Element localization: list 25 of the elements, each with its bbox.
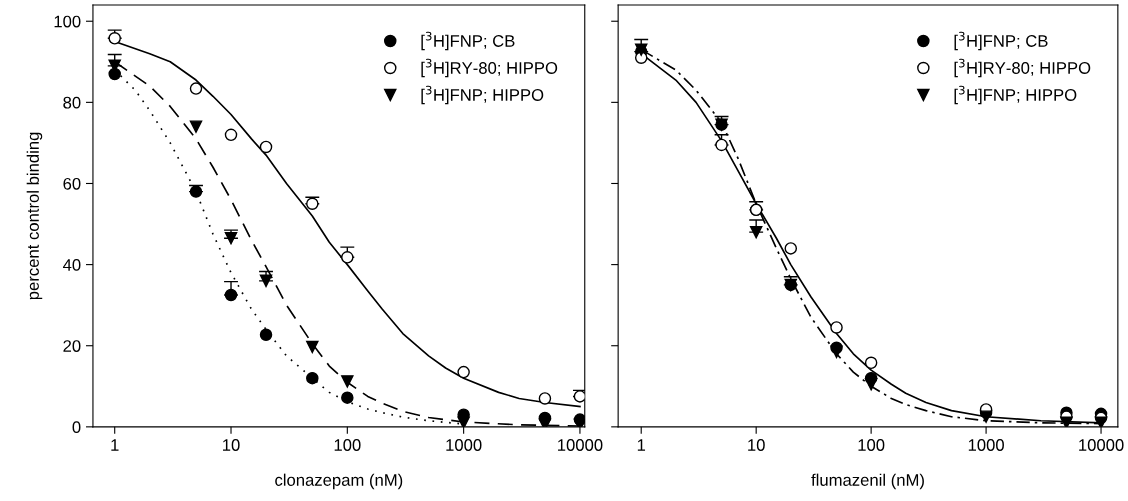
- x-tick-label: 10: [223, 439, 240, 451]
- x-tick-label: 1000: [968, 439, 1004, 451]
- x-axis-title: flumazenil (nM): [811, 473, 924, 490]
- x-tick-label: 10000: [558, 439, 603, 451]
- legend-label: [$^{3}$H]RY-80; HIPPO: [954, 58, 1091, 78]
- x-tick-label: 1: [111, 439, 119, 451]
- legend-label: [$^{3}$H]RY-80; HIPPO: [421, 58, 558, 78]
- x-tick-label: 1000: [446, 439, 482, 451]
- x-axis-title: clonazepam (nM): [275, 473, 403, 490]
- legend-label: [$^{3}$H]FNP; HIPPO: [421, 85, 544, 105]
- y-axis-title: percent control binding: [26, 132, 43, 300]
- x-tick-label: 100: [334, 439, 361, 451]
- y-tick-label: 40: [62, 259, 81, 271]
- x-tick-label: 10: [748, 439, 765, 451]
- legend-label: [$^{3}$H]FNP; CB: [954, 31, 1048, 51]
- legend-label: [$^{3}$H]FNP; CB: [421, 31, 515, 51]
- y-tick-label: 80: [63, 96, 81, 109]
- y-tick-label: 20: [63, 340, 81, 352]
- y-tick-label: 0: [72, 421, 81, 434]
- y-tick-label: 60: [63, 177, 81, 190]
- legend-label: [$^{3}$H]FNP; HIPPO: [954, 85, 1077, 105]
- y-tick-label: 100: [54, 15, 81, 28]
- x-tick-label: 10000: [1079, 439, 1124, 451]
- x-tick-label: 1: [637, 439, 646, 451]
- x-tick-label: 100: [858, 439, 885, 451]
